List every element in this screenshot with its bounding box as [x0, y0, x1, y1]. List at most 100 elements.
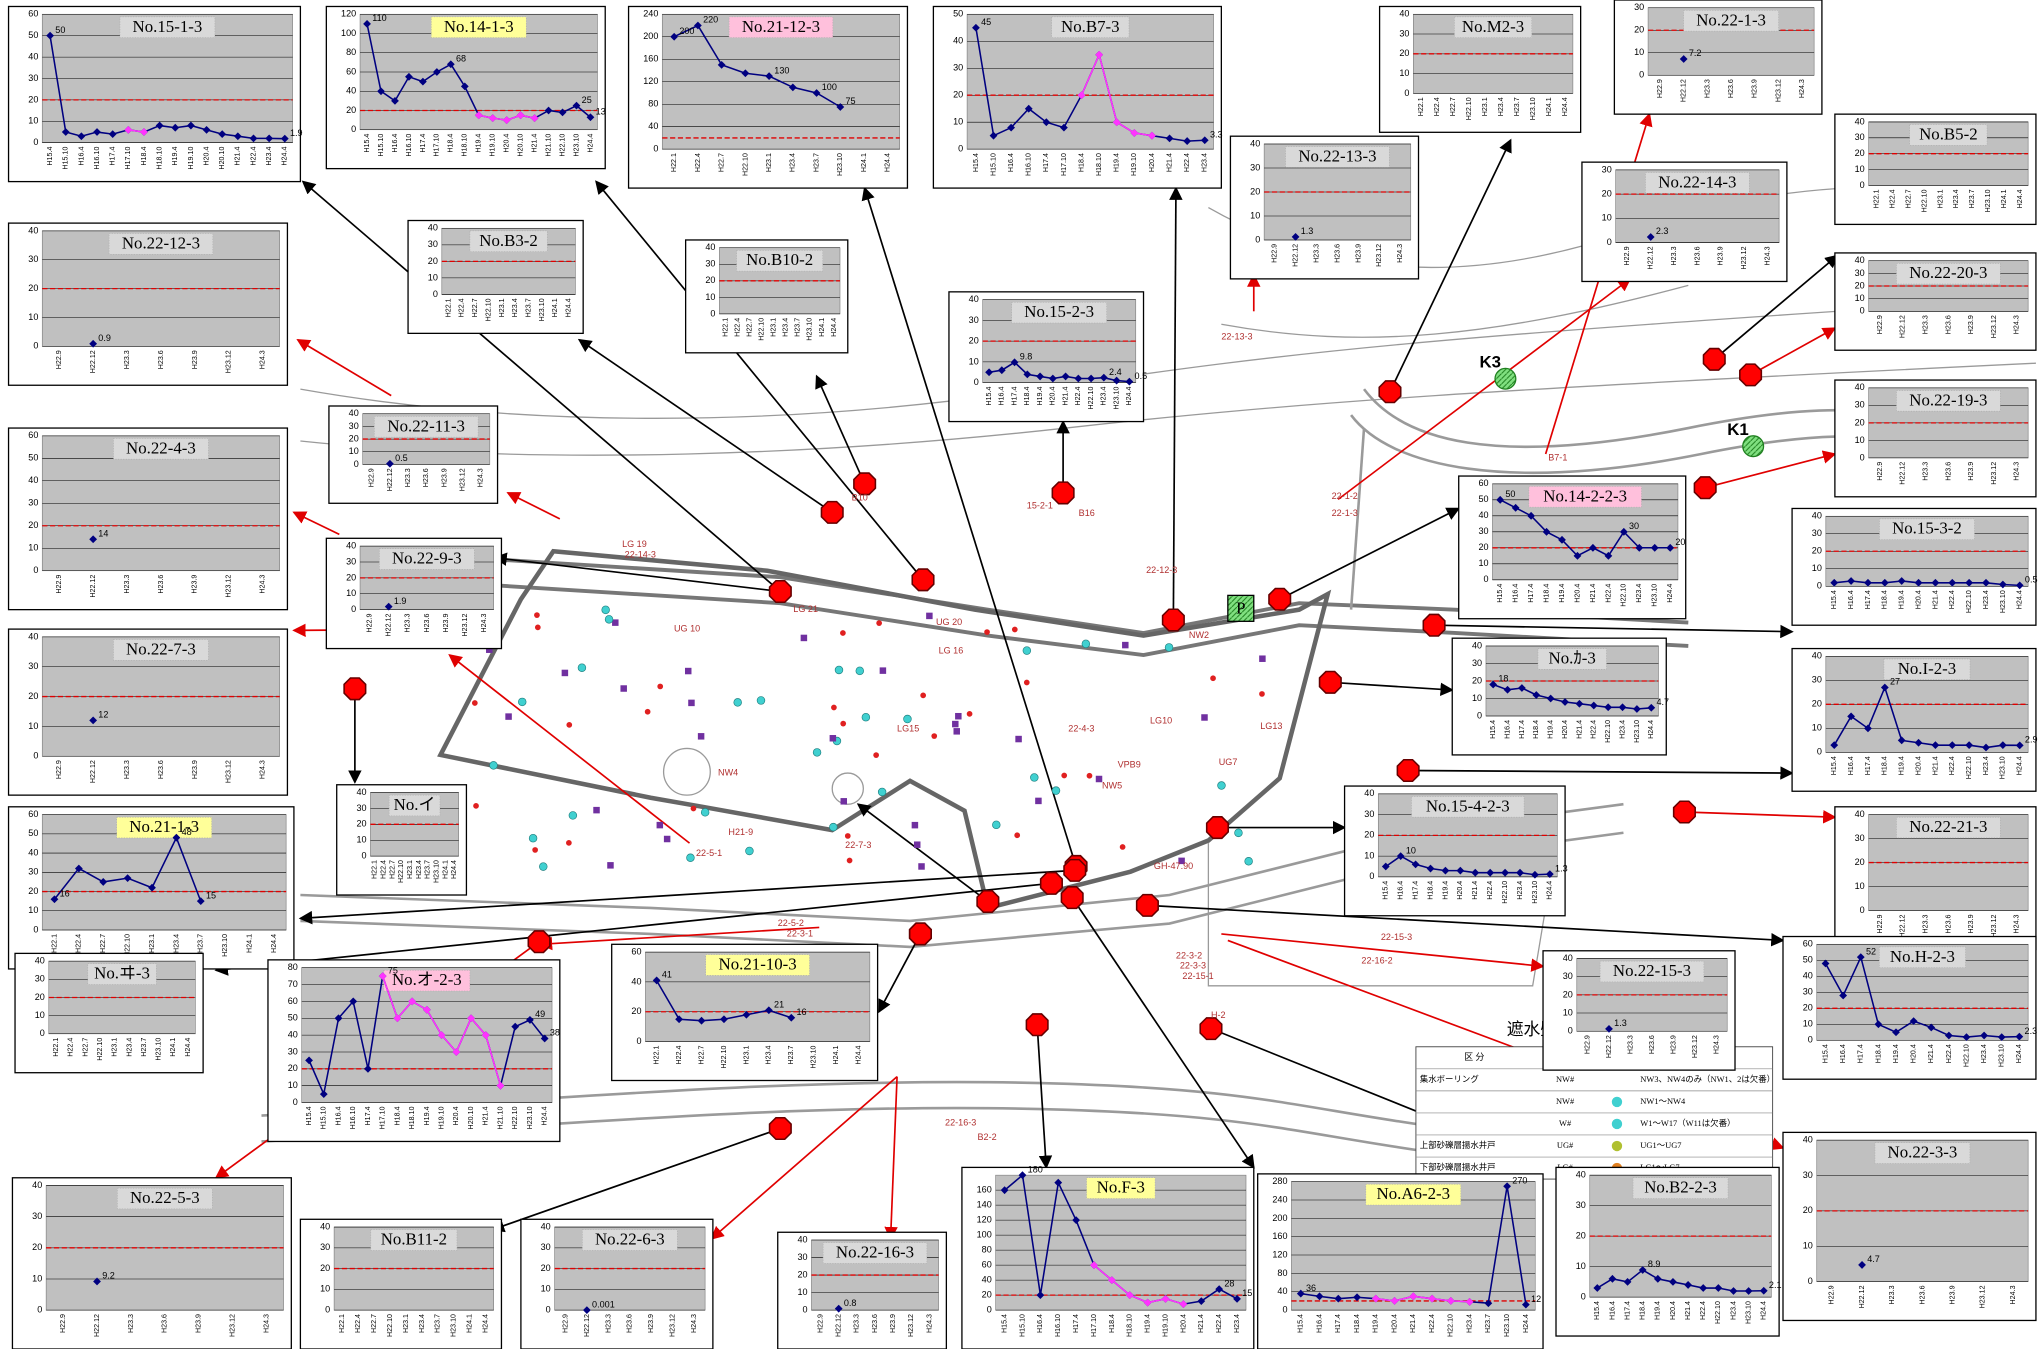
x-tick-label: H15.10	[62, 147, 70, 170]
data-point	[172, 833, 181, 842]
well-square	[607, 862, 614, 869]
value-label: 200	[679, 26, 694, 36]
x-tick-label: H23.7	[424, 860, 432, 879]
map-label: 15-2-1	[1027, 500, 1053, 510]
x-tick-label: H23.4	[782, 318, 790, 337]
chart-title: No.21-10-3	[719, 955, 797, 974]
x-tick-label: H21.4	[1589, 584, 1597, 603]
x-tick-label: H23.6	[1944, 462, 1952, 481]
well-circle	[686, 853, 695, 862]
x-tick-label: H23.10	[1503, 1314, 1511, 1337]
x-tick-label: H17.4	[1042, 153, 1050, 172]
x-tick-label: H17.10	[124, 147, 132, 170]
marker	[1025, 1013, 1049, 1037]
y-tick-label: 70	[288, 979, 298, 989]
data-point	[764, 1006, 773, 1015]
marker	[853, 472, 877, 496]
y-tick-label: 120	[643, 76, 658, 86]
value-label: 15	[206, 890, 216, 900]
x-tick-label: H24.4	[2016, 189, 2024, 208]
value-label: 10	[1406, 845, 1416, 855]
x-tick-label: H19.10	[1130, 153, 1138, 176]
x-tick-label: H17.4	[1072, 1314, 1080, 1333]
data-point	[1489, 680, 1498, 689]
y-tick-label: 10	[1812, 563, 1822, 573]
data-point	[1396, 852, 1405, 860]
x-tick-label: H18.4	[140, 147, 148, 166]
well-dot	[534, 624, 541, 631]
x-tick-label: H22.4	[1590, 720, 1598, 739]
data-point	[1589, 543, 1597, 552]
well-circle	[528, 833, 538, 843]
x-tick-label: H16.10	[1025, 153, 1033, 176]
x-tick-label: H22.9	[55, 575, 63, 594]
x-tick-label: H18.4	[1881, 590, 1889, 609]
x-tick-label: H22.1	[338, 1314, 346, 1333]
x-tick-label: H17.4	[364, 1106, 372, 1125]
x-tick-label: H21.4	[1931, 590, 1939, 609]
data-point	[1558, 535, 1566, 544]
y-tick-label: 40	[982, 1274, 992, 1284]
contour	[300, 362, 2036, 456]
y-tick-label: 100	[977, 1230, 992, 1240]
x-tick-label: H23.10	[155, 1038, 163, 1061]
x-tick-label: H23.6	[1648, 1035, 1656, 1054]
chart-title: No.イ	[394, 795, 436, 814]
value-label: 0.5	[1135, 371, 1148, 381]
mini-chart: 0 10 20 30 40 H22.1 H22.4 H22.7 H22.10 H23.1 H23.4…	[299, 1218, 503, 1349]
data-point	[89, 339, 98, 348]
data-point	[1997, 1033, 2006, 1041]
x-tick-label: H23.4	[1201, 153, 1209, 172]
mini-chart: 0 10 20 30 40 H22.1 H22.4 H22.7 H22.10 H23.1 H23.4…	[407, 219, 584, 335]
data-point	[1965, 741, 1974, 750]
y-tick-label: 20	[1803, 1003, 1813, 1013]
x-tick-label: H23.6	[1918, 1285, 1926, 1304]
marker	[1060, 886, 1084, 910]
x-tick-label: H23.9	[1967, 462, 1975, 481]
data-point	[694, 21, 702, 30]
x-tick-label: H20.4	[1573, 584, 1581, 603]
value-label: 7.2	[1689, 48, 1702, 58]
x-tick-label: H16.10	[405, 134, 413, 157]
value-label: 48	[182, 827, 192, 837]
y-tick-label: 0	[37, 1304, 42, 1314]
x-tick-label: H23.6	[1727, 79, 1735, 98]
data-point	[1982, 743, 1990, 752]
y-tick-label: 20	[1364, 830, 1374, 840]
y-tick-label: 20	[797, 1269, 807, 1279]
x-tick-label: H23.7	[434, 1314, 442, 1333]
arrow	[493, 552, 781, 593]
x-tick-label: H24.4	[270, 934, 278, 953]
road	[468, 581, 1689, 658]
y-tick-label: 30	[428, 239, 438, 249]
data-point	[502, 116, 511, 124]
x-tick-label: H18.4	[1426, 881, 1434, 900]
x-tick-label: H22.10	[1604, 720, 1612, 743]
x-tick-label: H22.4	[675, 1045, 683, 1064]
x-tick-label: H20.4	[1049, 387, 1057, 406]
well-circle	[756, 696, 766, 705]
x-tick-label: H16.4	[391, 134, 399, 153]
x-tick-label: H15.10	[377, 134, 385, 157]
data-point	[989, 131, 998, 140]
x-tick-label: H23.3	[1921, 462, 1929, 481]
y-tick-label: 10	[1855, 164, 1865, 174]
title-box	[728, 16, 834, 38]
title-box	[1896, 816, 2001, 839]
x-tick-label: H22.12	[93, 1314, 101, 1337]
x-tick-label: H16.4	[1007, 153, 1015, 172]
mini-chart: 0 10 20 30 40 H15.4 H16.4 H17.4 H18.4 H19.4 H20.4 H…	[1451, 637, 1669, 756]
data-point	[1633, 705, 1641, 713]
x-tick-label: H18.10	[1095, 153, 1103, 176]
well-circle	[812, 748, 822, 757]
data-point	[1215, 1285, 1224, 1293]
x-tick-label: H20.4	[503, 134, 511, 153]
value-label: 100	[822, 82, 837, 92]
y-tick-label: 40	[35, 956, 45, 966]
data-point	[1546, 694, 1555, 703]
y-tick-label: 40	[631, 976, 641, 986]
x-tick-label: H15.4	[363, 134, 371, 153]
data-point	[1593, 1284, 1602, 1292]
well-square	[1122, 641, 1129, 649]
